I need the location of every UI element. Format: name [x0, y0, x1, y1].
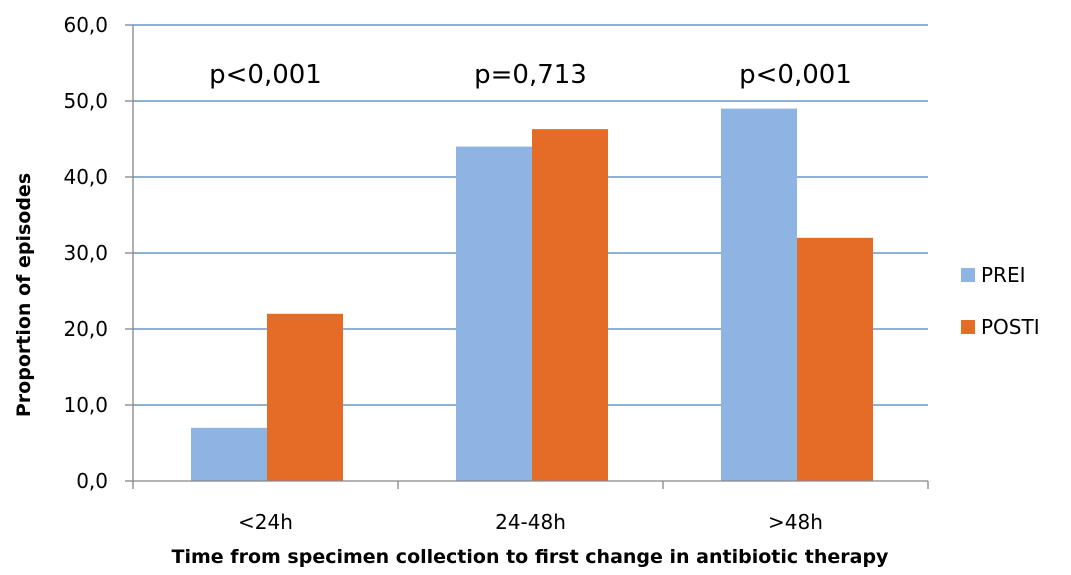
bar-posti-2 — [797, 237, 873, 481]
bar-posti-1 — [532, 129, 608, 481]
y-tick-label: 40,0 — [63, 165, 108, 189]
p-value-annotation: p<0,001 — [739, 60, 852, 90]
legend-label-prei: PREI — [981, 263, 1026, 287]
bar-posti-0 — [267, 313, 343, 481]
legend-label-posti: POSTI — [981, 315, 1040, 339]
y-tick-label: 0,0 — [76, 469, 108, 493]
p-value-annotations: p<0,001 p=0,713 p<0,001 — [209, 60, 852, 90]
bar-prei-0 — [191, 427, 267, 481]
y-tick-labels: 0,0 10,0 20,0 30,0 40,0 50,0 60,0 — [63, 13, 108, 493]
p-value-annotation: p=0,713 — [474, 60, 587, 90]
bars — [191, 108, 873, 481]
x-axis-title: Time from specimen collection to first c… — [172, 546, 890, 568]
axes — [132, 25, 929, 489]
y-tick-label: 30,0 — [63, 241, 108, 265]
legend-swatch-prei — [961, 268, 975, 282]
x-tick-labels: <24h 24-48h >48h — [238, 510, 823, 534]
bar-prei-2 — [721, 108, 797, 481]
x-tick-label: >48h — [768, 510, 823, 534]
x-tick-label: 24-48h — [495, 510, 566, 534]
p-value-annotation: p<0,001 — [209, 60, 322, 90]
bar-prei-1 — [456, 146, 532, 481]
y-tick-label: 10,0 — [63, 393, 108, 417]
y-tick-label: 20,0 — [63, 317, 108, 341]
y-tick-label: 50,0 — [63, 89, 108, 113]
legend: PREI POSTI — [961, 263, 1040, 339]
y-tick-label: 60,0 — [63, 13, 108, 37]
x-tick-label: <24h — [238, 510, 293, 534]
legend-swatch-posti — [961, 320, 975, 334]
y-axis-title: Proportion of episodes — [13, 173, 35, 417]
